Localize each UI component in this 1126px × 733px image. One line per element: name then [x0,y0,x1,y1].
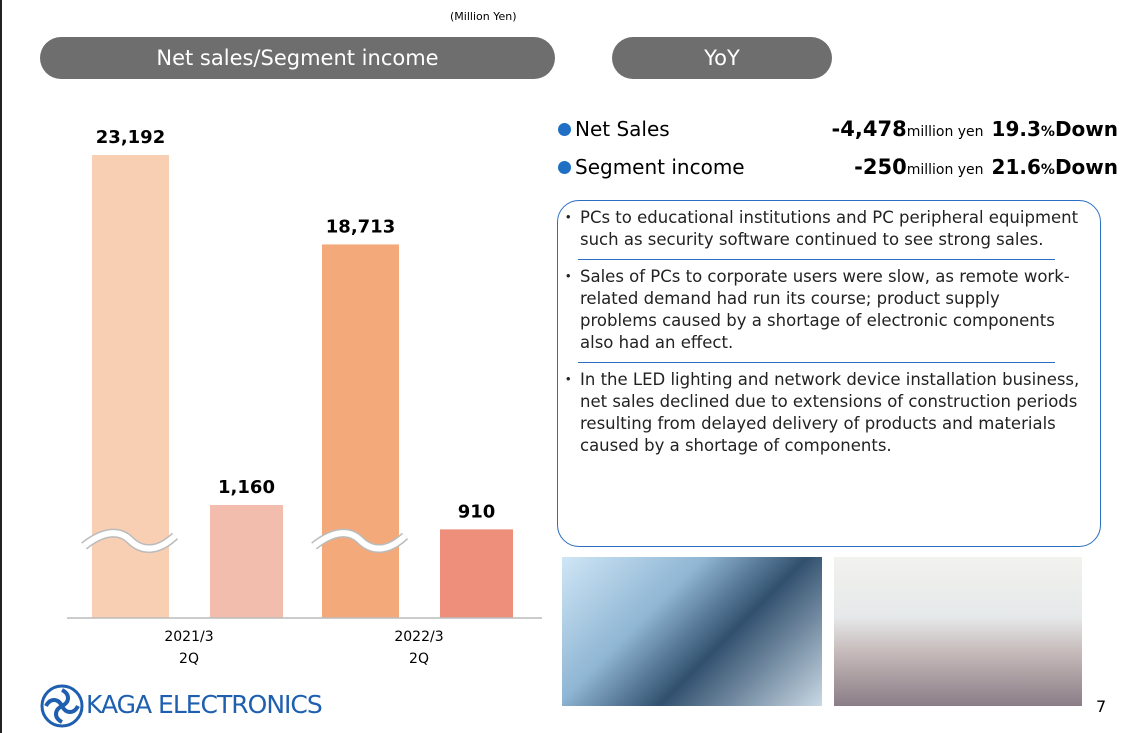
value-label: 910 [458,501,496,522]
bar [440,529,513,618]
yoy-pct-unit: % [1041,162,1055,178]
note: ・PCs to educational institutions and PC … [578,207,1080,251]
logo-icon [40,684,84,728]
bar [210,505,283,618]
separator [578,259,1055,260]
yoy-direction: Down [1055,117,1118,141]
slide: (Million Yen) Net sales/Segment income Y… [0,0,1126,733]
note-bullet: ・ [560,369,577,391]
note-text: In the LED lighting and network device i… [580,370,1079,455]
value-label: 23,192 [96,127,165,148]
yoy-label: Net Sales [575,117,670,141]
bullet [558,161,571,174]
page-number: 7 [1096,697,1106,716]
photo [562,557,822,706]
note-text: PCs to educational institutions and PC p… [580,208,1078,249]
yoy-pct-unit: % [1041,124,1055,140]
separator [578,362,1055,363]
yoy-direction: Down [1055,155,1118,179]
note-bullet: ・ [560,266,577,288]
note: ・Sales of PCs to corporate users were sl… [578,266,1080,354]
yoy-unit: million yen [907,124,984,140]
logo-text: KAGA ELECTRONICS [86,690,322,719]
yoy-amount: -250 [854,155,907,179]
bullet [558,123,571,136]
yoy-label: Segment income [575,155,745,179]
notes-box: ・PCs to educational institutions and PC … [557,200,1101,547]
value-label: 1,160 [218,477,275,498]
yoy-amount: -4,478 [832,117,907,141]
note-bullet: ・ [560,207,577,229]
photo [834,557,1082,706]
note-text: Sales of PCs to corporate users were slo… [580,267,1070,352]
x-tick-label: 2022/3 2Q [389,626,449,670]
yoy-pct: 19.3 [992,117,1041,141]
yoy-unit: million yen [907,162,984,178]
note: ・In the LED lighting and network device … [578,369,1080,457]
x-tick-label: 2021/3 2Q [159,626,219,670]
bar [322,244,399,618]
value-label: 18,713 [326,216,395,237]
yoy-pct: 21.6 [992,155,1041,179]
